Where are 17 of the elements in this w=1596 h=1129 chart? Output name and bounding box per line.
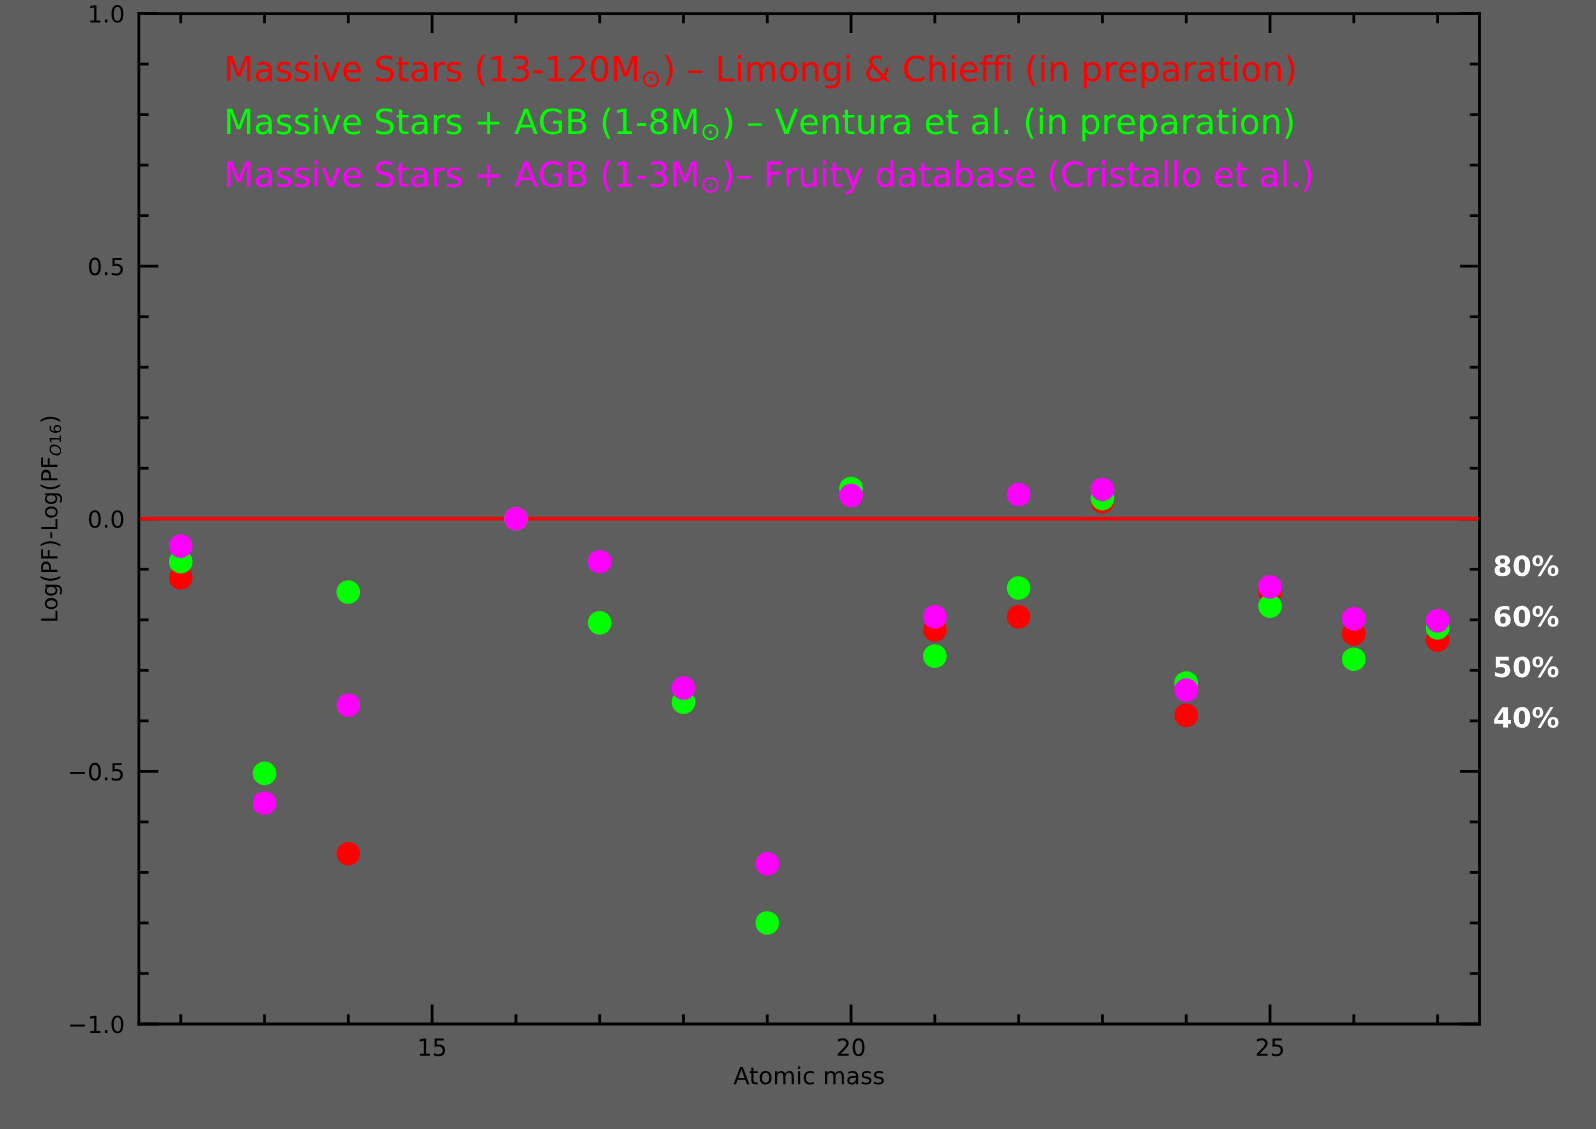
text: 60% — [1494, 605, 1559, 627]
text: Massive Stars + AGB (1-8M$_{⊙}$) – Ventura et al. (in preparation) — [227, 107, 1293, 142]
text: 50% — [1495, 656, 1559, 678]
text: 80% — [1494, 555, 1559, 577]
y-tick-label: −0.5 — [70, 762, 123, 781]
y-tick-label: −1.0 — [70, 1015, 124, 1034]
text: Massive Stars + AGB (1-3M$_{⊙}$)– Fruity database (Cristallo et al.) — [227, 160, 1312, 195]
text: 40% — [1494, 706, 1559, 728]
x-tick-label: 20 — [837, 1038, 865, 1057]
x-tick-label: 25 — [1256, 1038, 1283, 1057]
y-tick-label: 0.0 — [88, 510, 124, 529]
text: Massive Stars (13-120M$_{⊙}$) – Limongi & Chieffi (in preparation) — [227, 54, 1295, 89]
y-tick-label: 0.5 — [88, 257, 123, 276]
x-tick-label: 15 — [419, 1038, 446, 1057]
y-tick-label: 1.0 — [90, 4, 124, 23]
x-axis-title: Atomic mass — [733, 1066, 884, 1085]
y-axis-title: Log(PF)-Log(PF$_{O16}$) — [40, 416, 62, 621]
